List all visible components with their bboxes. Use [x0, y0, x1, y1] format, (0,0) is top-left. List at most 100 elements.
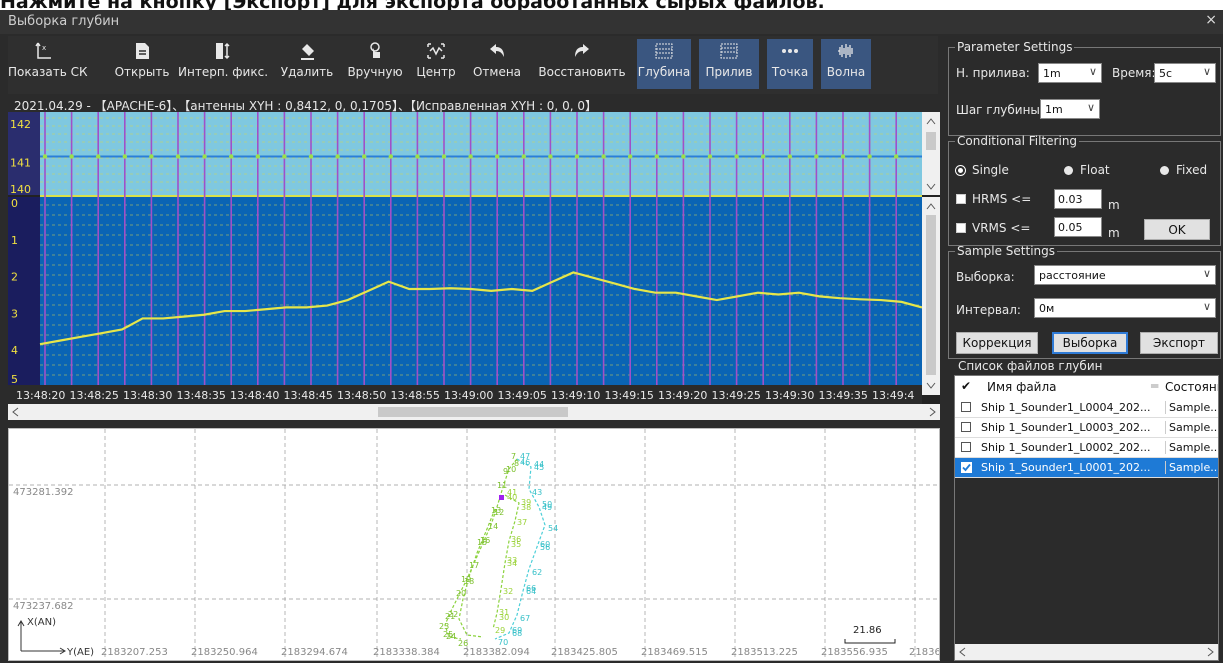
map-y-label: 473237.682: [13, 601, 73, 612]
tide-vertical-scrollbar[interactable]: [922, 112, 940, 195]
file-row-status: Sample...: [1165, 401, 1218, 414]
x-tick-label: 13:49:20: [658, 389, 707, 402]
export-button[interactable]: Экспорт: [1140, 332, 1218, 354]
file-row-checkbox[interactable]: [961, 402, 971, 415]
name-column-header[interactable]: Имя файла: [987, 380, 1057, 394]
track-point-label: 25: [443, 630, 453, 639]
interpolation-icon: [216, 42, 230, 60]
redo-button[interactable]: Восстановить: [535, 39, 629, 89]
track-point-label: 70: [498, 638, 508, 647]
file-row[interactable]: Ship 1_Sounder1_L0004_202... Sample...: [955, 398, 1218, 418]
time-select[interactable]: 5c ∨: [1154, 63, 1216, 83]
tide-label: Прилив: [705, 65, 753, 79]
manual-button[interactable]: Вручную: [346, 39, 404, 89]
file-row-name: Ship 1_Sounder1_L0001_202...: [981, 461, 1151, 474]
track-point-label: 46: [520, 458, 530, 467]
vrms-unit: m: [1108, 226, 1120, 240]
track-point-label: 20: [456, 589, 466, 598]
map-x-label: 2183382.094: [463, 647, 530, 658]
tide-height-select[interactable]: 1m ∨: [1038, 63, 1102, 83]
fixed-radio[interactable]: [1160, 166, 1169, 175]
map-x-label: 2183250.964: [191, 647, 258, 658]
tide-axis-band: [8, 112, 40, 195]
track-point-label: 44: [534, 460, 544, 469]
tide-point: [308, 154, 314, 159]
status-column-header[interactable]: Состояни: [1165, 380, 1219, 394]
banner-text: Нажмите на кнопку [Экспорт] для экспорта…: [0, 0, 825, 13]
file-row-checkbox[interactable]: [961, 422, 971, 435]
hrms-checkbox[interactable]: [956, 194, 966, 204]
depth-y-tick-label: 4: [11, 344, 18, 357]
undo-label: Отмена: [472, 65, 522, 79]
open-label: Открыть: [114, 65, 170, 79]
tide-point: [601, 154, 606, 159]
depth-vertical-scrollbar[interactable]: [922, 197, 940, 395]
file-row-selected[interactable]: Ship 1_Sounder1_L0001_202... Sample...: [955, 458, 1218, 478]
file-row-checkbox-checked[interactable]: [961, 462, 972, 476]
sample-button[interactable]: Выборка: [1052, 332, 1128, 354]
delete-button[interactable]: Удалить: [278, 39, 336, 89]
float-radio[interactable]: [1064, 166, 1073, 175]
coordinate-axes-icon: x: [35, 42, 51, 59]
track-point-label: 40: [507, 493, 517, 502]
x-tick-label: 13:48:50: [337, 389, 386, 402]
depth-sampling-window: Выборка глубин × x Показать СК Открыть И…: [0, 10, 1223, 663]
interval-select[interactable]: 0м ∨: [1034, 298, 1216, 318]
time-label: Время:: [1112, 66, 1156, 80]
ok-button[interactable]: OK: [1144, 219, 1210, 240]
interp-fix-button[interactable]: Интерп. фикс.: [178, 39, 268, 89]
sample-mode-select[interactable]: расстояние ∨: [1034, 265, 1216, 285]
depth-step-select[interactable]: 1m ∨: [1040, 99, 1100, 119]
interval-label: Интервал:: [956, 303, 1021, 317]
check-column-header[interactable]: ✔: [961, 379, 972, 393]
chevron-down-icon: ∨: [1086, 101, 1095, 114]
tide-y-tick-label: 141: [10, 157, 31, 170]
title-bar: Выборка глубин ×: [0, 10, 1223, 34]
tide-toggle-button[interactable]: Прилив: [699, 39, 759, 89]
close-icon[interactable]: ×: [1205, 12, 1217, 28]
open-button[interactable]: Открыть: [114, 39, 170, 89]
single-radio[interactable]: [956, 166, 965, 175]
file-row-name: Ship 1_Sounder1_L0004_202...: [981, 401, 1151, 414]
track-point-label: 45: [534, 463, 544, 472]
center-label: Центр: [416, 65, 456, 79]
wave-toggle-button[interactable]: Волна: [821, 39, 871, 89]
chart-horizontal-scrollbar[interactable]: [8, 404, 940, 420]
file-row[interactable]: Ship 1_Sounder1_L0002_202... Sample...: [955, 438, 1218, 458]
track-point-label: 13: [491, 506, 501, 515]
tide-y-tick-label: 140: [10, 183, 31, 196]
show-coordinate-button[interactable]: x Показать СК: [8, 39, 87, 89]
x-tick-label: 13:48:30: [123, 389, 172, 402]
depth-toggle-button[interactable]: Глубина: [637, 39, 691, 89]
track-map-canvas[interactable]: 473281.392 473237.682 2183207.253 2183250.9…: [9, 429, 941, 660]
track-point-label: 69: [512, 626, 522, 635]
x-tick-label: 13:48:45: [284, 389, 333, 402]
depth-y-tick-label: 3: [11, 307, 18, 320]
depth-y-tick-label: 1: [11, 234, 18, 247]
vrms-checkbox[interactable]: [956, 223, 966, 233]
chevron-down-icon: ∨: [1202, 65, 1211, 78]
track-point-label: 60: [540, 540, 550, 549]
tide-point: [894, 154, 899, 159]
file-list-horizontal-scrollbar[interactable]: [955, 644, 1218, 660]
track-point-label: 9: [503, 467, 508, 476]
tide-point: [255, 154, 260, 159]
sample-mode-label: Выборка:: [956, 270, 1015, 284]
file-row[interactable]: Ship 1_Sounder1_L0003_202... Sample...: [955, 418, 1218, 438]
point-toggle-button[interactable]: Точка: [767, 39, 813, 89]
file-row-checkbox[interactable]: [961, 442, 971, 455]
vrms-input[interactable]: 0.05: [1054, 217, 1102, 237]
map-x-label: 2183469.515: [641, 647, 708, 658]
center-button[interactable]: Центр: [413, 39, 459, 89]
track-point-label: 23: [439, 622, 449, 631]
survey-track-inner: [458, 508, 496, 638]
x-tick-label: 13:48:55: [391, 389, 440, 402]
undo-button[interactable]: Отмена: [468, 39, 526, 89]
correction-button[interactable]: Коррекция: [956, 332, 1038, 354]
track-point-label: 30: [499, 613, 509, 622]
depth-grid-icon: [655, 43, 673, 59]
track-map[interactable]: 473281.392 473237.682 2183207.253 2183250.9…: [8, 428, 941, 661]
tide-y-tick-label: 142: [10, 118, 31, 131]
hrms-input[interactable]: 0.03: [1054, 189, 1102, 209]
